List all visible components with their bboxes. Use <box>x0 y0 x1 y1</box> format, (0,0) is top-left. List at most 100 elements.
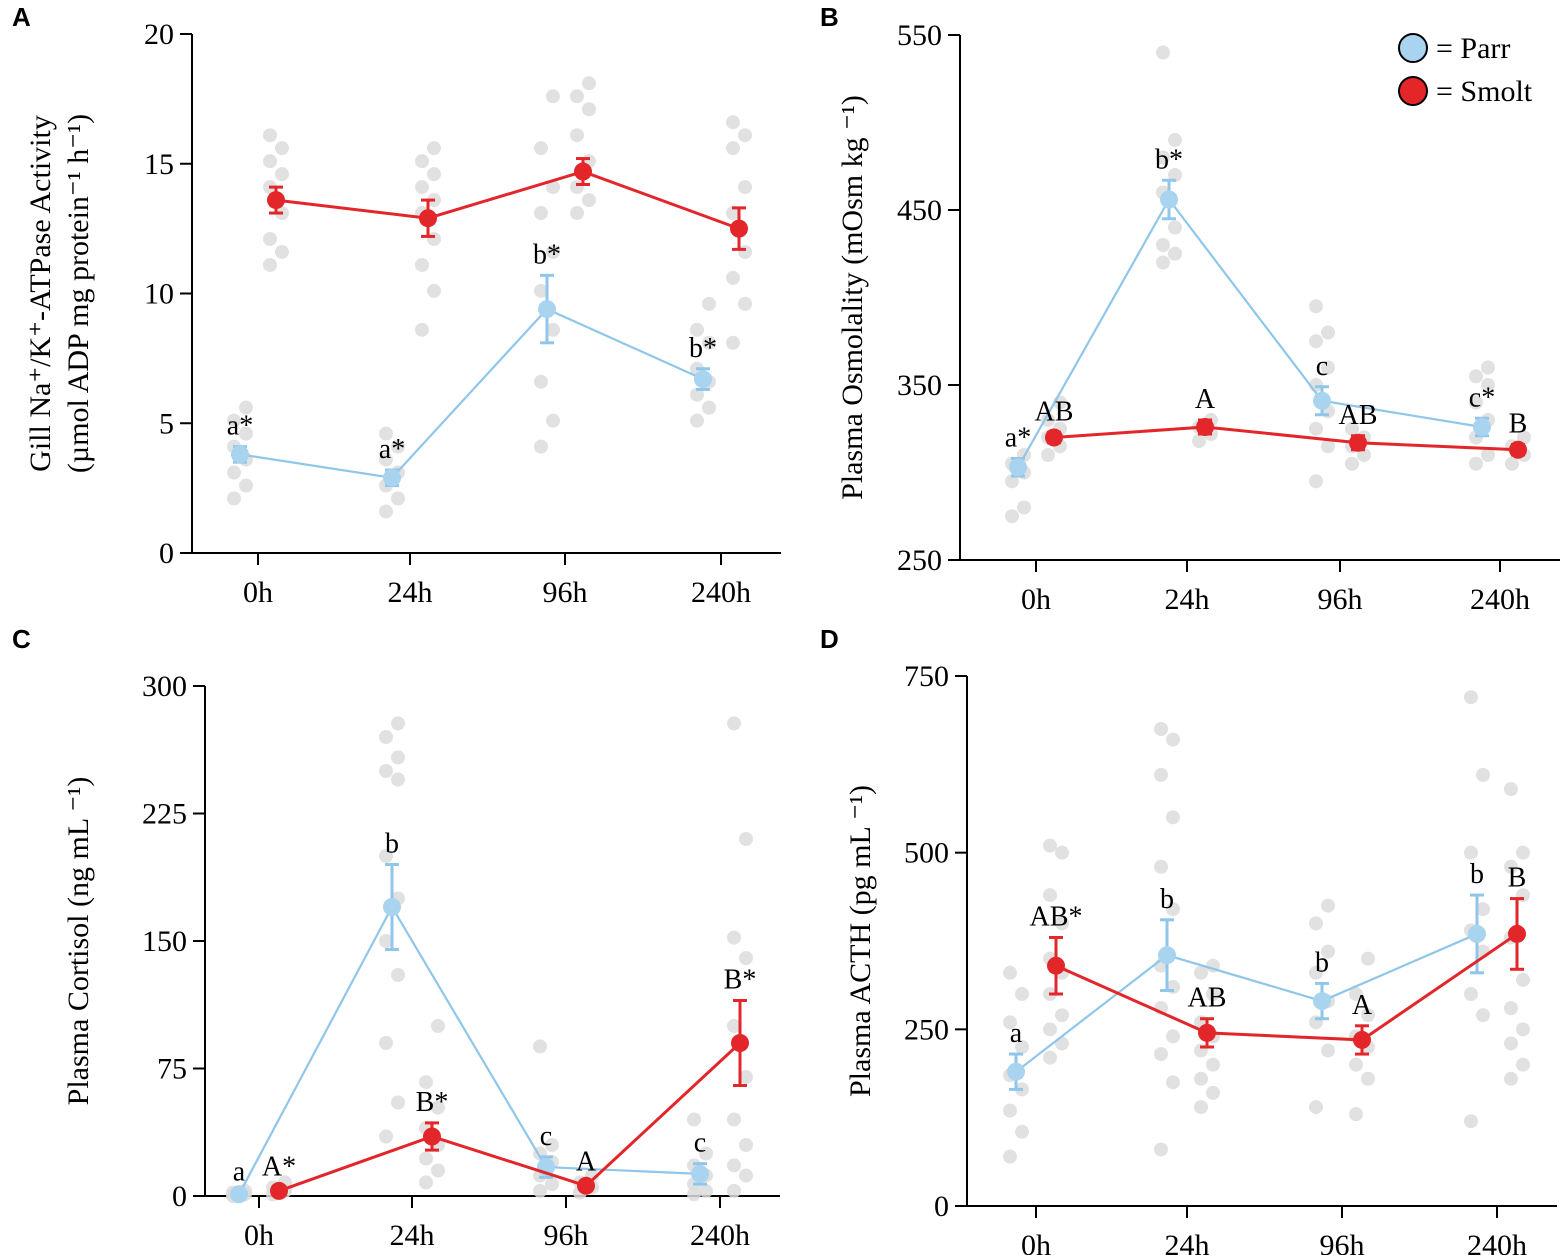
raw-data-point <box>582 102 596 117</box>
raw-data-point <box>533 1183 547 1198</box>
raw-data-point <box>546 244 560 259</box>
significance-label: b* <box>689 333 717 364</box>
raw-data-point <box>1309 421 1323 436</box>
raw-data-point <box>545 1177 559 1192</box>
parr-series-line <box>239 307 704 479</box>
significance-label: A <box>576 1146 597 1177</box>
raw-data-point <box>379 426 393 441</box>
raw-data-point <box>391 772 405 787</box>
raw-data-point <box>1516 1022 1530 1037</box>
x-tick-label: 96h <box>544 1219 589 1252</box>
y-tick-label: 15 <box>144 148 174 181</box>
raw-data-point <box>1309 474 1323 489</box>
raw-data-point <box>431 1163 445 1178</box>
y-tick-label: 225 <box>142 798 187 831</box>
raw-data-point <box>1043 1050 1057 1065</box>
raw-data-point <box>1517 430 1531 445</box>
significance-label: AB* <box>1030 901 1083 932</box>
raw-data-point <box>1464 845 1478 860</box>
raw-data-point <box>1309 1100 1323 1115</box>
raw-data-point <box>739 1138 753 1152</box>
raw-data-point <box>1156 238 1170 252</box>
raw-data-point <box>582 76 596 91</box>
raw-data-point <box>1166 810 1180 825</box>
significance-label: c <box>694 1128 706 1159</box>
raw-data-point <box>1156 45 1170 60</box>
raw-data-point <box>1003 1103 1017 1118</box>
smolt-mean-point <box>267 191 285 210</box>
raw-data-point <box>1055 845 1069 860</box>
raw-data-point <box>1206 987 1220 1001</box>
raw-data-point <box>1055 916 1069 931</box>
raw-data-point <box>1464 987 1478 1001</box>
raw-data-point <box>391 439 405 454</box>
parr-mean-point <box>694 370 712 389</box>
raw-data-point <box>1166 1075 1180 1090</box>
smolt-mean-point <box>1047 956 1065 975</box>
x-tick-label: 0h <box>1021 583 1051 616</box>
raw-data-point <box>1015 1040 1029 1054</box>
smolt-series-line <box>1055 932 1518 1042</box>
raw-data-point <box>415 322 429 337</box>
raw-data-point <box>1055 1036 1069 1051</box>
x-tick-label: 0h <box>244 1219 274 1252</box>
y-tick-label: 75 <box>157 1053 187 1086</box>
raw-data-point <box>1321 325 1335 340</box>
raw-data-point <box>379 1036 393 1050</box>
x-tick-label: 96h <box>1320 1229 1365 1255</box>
raw-data-point <box>533 1039 547 1054</box>
smolt-mean-point <box>423 1127 441 1146</box>
raw-data-point <box>1349 987 1363 1001</box>
raw-data-point <box>1481 448 1495 462</box>
y-tick-label: 20 <box>144 18 174 51</box>
raw-data-point <box>582 193 596 208</box>
raw-data-point <box>1003 965 1017 980</box>
raw-data-point <box>687 1112 701 1127</box>
raw-data-point <box>1166 732 1180 747</box>
raw-data-point <box>391 1095 405 1110</box>
raw-data-point <box>1156 255 1170 270</box>
significance-label: AB <box>1188 983 1227 1014</box>
significance-label: AB <box>1035 396 1074 427</box>
significance-label: b* <box>533 239 561 270</box>
raw-data-point <box>1015 987 1029 1001</box>
raw-data-point <box>275 167 289 182</box>
panel-letter: D <box>820 624 839 654</box>
raw-data-point <box>391 716 405 731</box>
raw-data-point <box>1516 1057 1530 1072</box>
raw-data-point <box>699 1183 713 1198</box>
raw-data-point <box>1168 168 1182 182</box>
raw-data-point <box>239 400 253 415</box>
raw-data-point <box>1003 1149 1017 1164</box>
raw-data-point <box>1516 972 1530 987</box>
raw-data-point <box>275 141 289 156</box>
smolt-mean-point <box>1508 924 1526 943</box>
raw-data-point <box>699 1146 713 1161</box>
raw-data-point <box>738 180 752 195</box>
raw-data-point <box>1168 246 1182 261</box>
significance-label: B <box>1508 863 1527 894</box>
raw-data-point <box>1043 838 1057 853</box>
significance-label: c <box>540 1121 552 1152</box>
raw-data-point <box>739 1168 753 1183</box>
raw-data-point <box>379 849 393 863</box>
parr-mean-point <box>1158 946 1176 965</box>
raw-data-point <box>391 968 405 982</box>
smolt-mean-point <box>419 209 437 228</box>
raw-data-point <box>1005 509 1019 524</box>
raw-data-point <box>687 1187 701 1202</box>
raw-data-point <box>239 426 253 441</box>
raw-data-point <box>419 1151 433 1166</box>
parr-mean-point <box>1473 418 1491 436</box>
raw-data-point <box>726 141 740 156</box>
significance-label: b <box>1160 884 1174 915</box>
raw-data-point <box>534 439 548 454</box>
smolt-mean-point <box>577 1176 595 1195</box>
significance-label: A <box>1195 384 1216 415</box>
y-tick-label: 750 <box>904 660 949 693</box>
raw-data-point <box>1156 150 1170 165</box>
significance-label: b <box>1315 947 1329 978</box>
raw-data-point <box>1476 902 1490 917</box>
raw-data-point <box>739 951 753 965</box>
